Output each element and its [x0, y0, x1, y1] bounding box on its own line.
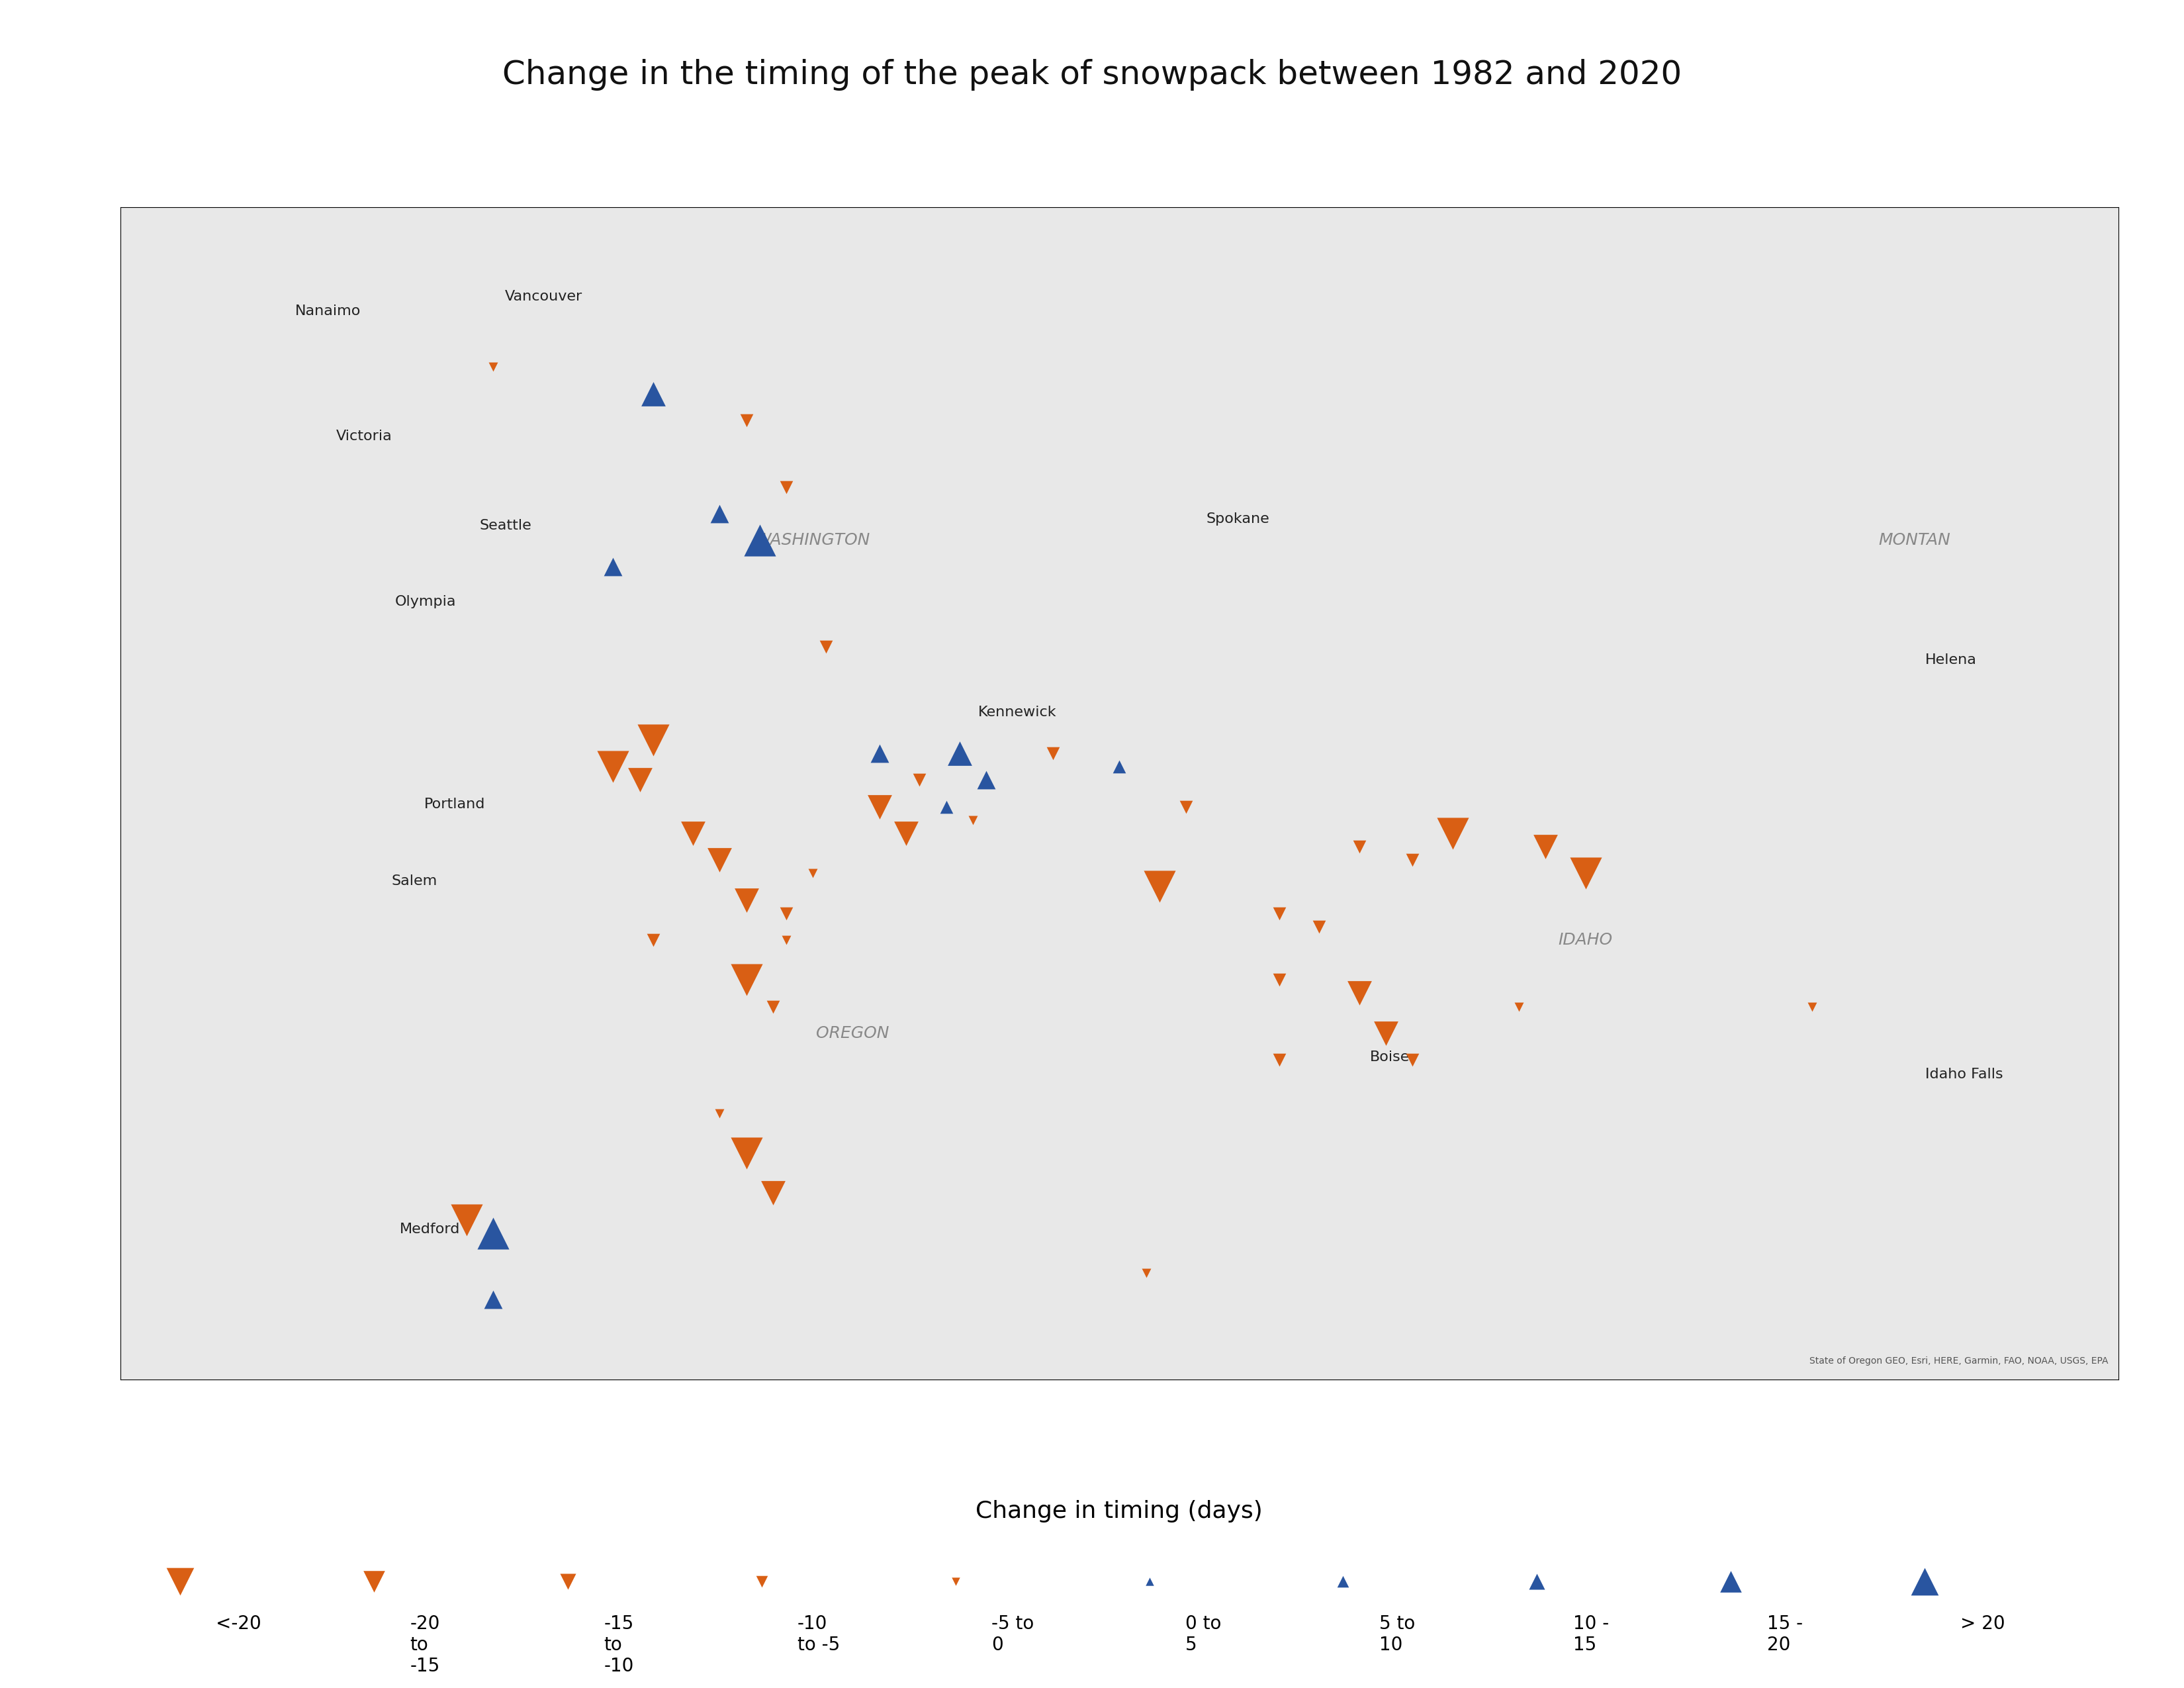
Point	[476, 353, 511, 380]
Point	[795, 859, 830, 886]
Point	[769, 927, 804, 954]
Text: -10
to -5: -10 to -5	[797, 1614, 841, 1654]
Text: Portland: Portland	[424, 797, 485, 810]
Point	[1035, 739, 1070, 766]
Point	[729, 967, 764, 994]
Point	[902, 766, 937, 793]
Point	[636, 380, 670, 407]
Point	[1262, 900, 1297, 927]
Point	[928, 793, 963, 820]
Text: <-20: <-20	[216, 1614, 262, 1632]
Point	[1369, 1020, 1404, 1047]
Point	[476, 1286, 511, 1313]
Text: Olympia: Olympia	[395, 594, 456, 608]
Point	[756, 1180, 791, 1207]
Point	[596, 753, 631, 780]
Point	[636, 927, 670, 954]
Point	[1302, 913, 1337, 940]
Point	[729, 886, 764, 913]
Point	[596, 554, 631, 581]
Point	[1396, 1047, 1431, 1074]
Point	[1435, 820, 1470, 847]
Point	[1520, 1568, 1555, 1595]
Text: OREGON: OREGON	[817, 1025, 889, 1041]
Text: Helena: Helena	[1926, 653, 1977, 667]
Point	[701, 1099, 736, 1126]
Point	[550, 1568, 585, 1595]
Text: Change in the timing of the peak of snowpack between 1982 and 2020: Change in the timing of the peak of snow…	[502, 59, 1682, 91]
Text: -15
to
-10: -15 to -10	[603, 1614, 633, 1676]
Text: MONTAN: MONTAN	[1878, 532, 1950, 549]
Text: 5 to
10: 5 to 10	[1378, 1614, 1415, 1654]
Point	[636, 726, 670, 753]
Point	[1568, 859, 1603, 886]
Point	[1262, 1047, 1297, 1074]
Text: Idaho Falls: Idaho Falls	[1926, 1069, 2003, 1080]
Text: Boise: Boise	[1369, 1050, 1409, 1063]
Point	[745, 1568, 780, 1595]
Text: Spokane: Spokane	[1206, 511, 1269, 525]
Point	[622, 766, 657, 793]
Point	[769, 473, 804, 500]
Point	[954, 807, 989, 834]
Point	[1396, 846, 1431, 873]
Point	[1503, 993, 1538, 1020]
Text: -5 to
0: -5 to 0	[992, 1614, 1033, 1654]
Point	[863, 739, 898, 766]
Point	[1129, 1259, 1164, 1286]
Text: WASHINGTON: WASHINGTON	[756, 532, 871, 549]
Point	[162, 1568, 197, 1595]
Point	[1101, 753, 1136, 780]
Point	[701, 500, 736, 527]
Point	[1712, 1568, 1747, 1595]
Text: Salem: Salem	[391, 874, 437, 888]
Point	[476, 1220, 511, 1247]
Point	[701, 846, 736, 873]
Point	[729, 1139, 764, 1166]
Text: Change in timing (days): Change in timing (days)	[976, 1499, 1262, 1523]
Text: Vancouver: Vancouver	[505, 290, 583, 302]
Point	[743, 527, 778, 554]
Point	[1326, 1568, 1361, 1595]
Text: 15 -
20: 15 - 20	[1767, 1614, 1802, 1654]
Point	[1341, 834, 1376, 861]
Text: 10 -
15: 10 - 15	[1572, 1614, 1610, 1654]
Point	[1907, 1568, 1942, 1595]
Text: Seattle: Seattle	[480, 518, 531, 532]
Point	[356, 1568, 391, 1595]
Text: Medford: Medford	[400, 1222, 461, 1236]
Text: Kennewick: Kennewick	[978, 706, 1057, 719]
Point	[1131, 1568, 1166, 1595]
Point	[808, 633, 843, 660]
Point	[937, 1568, 972, 1595]
Point	[941, 739, 976, 766]
Point	[1168, 793, 1203, 820]
Point	[769, 900, 804, 927]
Point	[1341, 979, 1376, 1006]
Text: IDAHO: IDAHO	[1559, 932, 1612, 949]
Point	[1795, 993, 1830, 1020]
Point	[756, 993, 791, 1020]
Text: Victoria: Victoria	[336, 429, 391, 442]
Point	[889, 820, 924, 847]
Point	[863, 793, 898, 820]
Text: 0 to
5: 0 to 5	[1186, 1614, 1221, 1654]
Point	[970, 766, 1005, 793]
Point	[729, 407, 764, 434]
Text: -20
to
-15: -20 to -15	[411, 1614, 439, 1676]
Text: State of Oregon GEO, Esri, HERE, Garmin, FAO, NOAA, USGS, EPA: State of Oregon GEO, Esri, HERE, Garmin,…	[1811, 1357, 2108, 1366]
Point	[675, 820, 710, 847]
Text: > 20: > 20	[1961, 1614, 2005, 1632]
Point	[1262, 967, 1297, 994]
Point	[450, 1207, 485, 1234]
Point	[1529, 834, 1564, 861]
Point	[1142, 873, 1177, 900]
Text: Nanaimo: Nanaimo	[295, 304, 360, 317]
